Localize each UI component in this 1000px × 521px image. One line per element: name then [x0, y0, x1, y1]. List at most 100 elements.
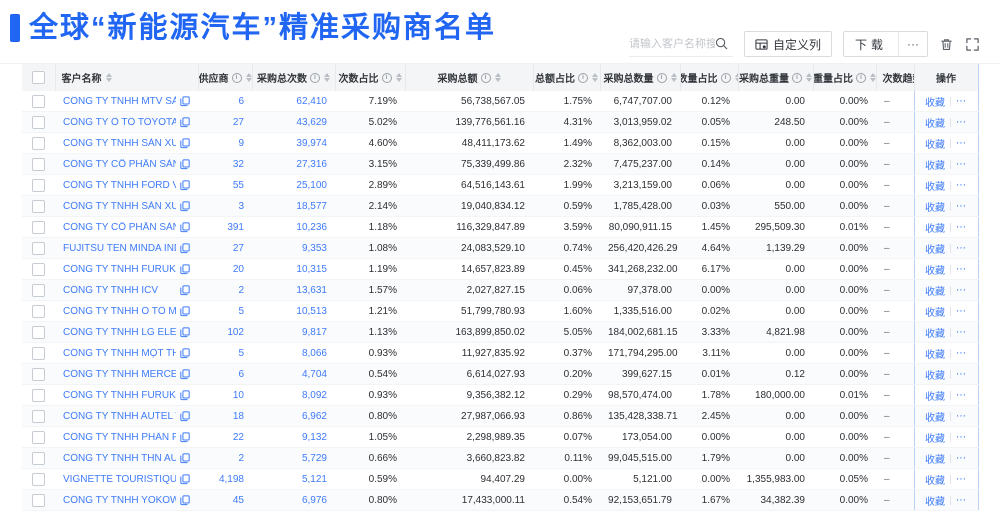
column-header-weight_pct[interactable]: 重量占比: [813, 64, 877, 91]
copy-icon[interactable]: [180, 494, 190, 506]
copy-icon[interactable]: [180, 431, 190, 443]
cell-suppliers[interactable]: 22: [198, 426, 252, 448]
favorite-button[interactable]: 收藏: [925, 244, 945, 256]
sort-icon[interactable]: [670, 73, 677, 82]
favorite-button[interactable]: 收藏: [925, 496, 945, 508]
cell-suppliers[interactable]: 4,198: [198, 468, 252, 490]
copy-icon[interactable]: [180, 368, 190, 380]
copy-icon[interactable]: [180, 221, 190, 233]
info-icon[interactable]: [231, 72, 242, 83]
company-name-link[interactable]: CÔNG TY TNHH SẢN XUẤT VÀ ...: [63, 137, 176, 149]
cell-total_count[interactable]: 5,121: [252, 468, 335, 490]
copy-icon[interactable]: [180, 263, 190, 275]
cell-suppliers[interactable]: 2: [198, 279, 252, 301]
column-header-name[interactable]: 客户名称: [55, 64, 199, 91]
favorite-button[interactable]: 收藏: [925, 307, 945, 319]
info-icon[interactable]: [381, 72, 392, 83]
more-actions-button[interactable]: ⋯: [956, 263, 967, 275]
column-header-count_pct[interactable]: 次数占比: [335, 64, 406, 91]
sort-icon[interactable]: [734, 73, 737, 82]
cell-suppliers[interactable]: 55: [198, 174, 252, 196]
cell-total_count[interactable]: 62,410: [252, 91, 335, 112]
company-name-link[interactable]: CÔNG TY TNHH FURUKAWA A...: [63, 389, 176, 401]
favorite-button[interactable]: 收藏: [925, 433, 945, 445]
column-header-total_weight[interactable]: 采购总重量: [738, 64, 814, 91]
row-checkbox[interactable]: [32, 304, 45, 318]
more-actions-button[interactable]: ⋯: [956, 179, 967, 191]
copy-icon[interactable]: [180, 410, 190, 422]
download-button[interactable]: 下载: [854, 37, 887, 52]
more-actions-button[interactable]: ⋯: [956, 95, 967, 107]
row-checkbox[interactable]: [32, 136, 45, 150]
favorite-button[interactable]: 收藏: [925, 454, 945, 466]
cell-total_count[interactable]: 5,729: [252, 447, 335, 469]
copy-icon[interactable]: [180, 347, 190, 359]
more-actions-button[interactable]: ⋯: [956, 494, 967, 506]
favorite-button[interactable]: 收藏: [925, 223, 945, 235]
cell-suppliers[interactable]: 2: [198, 447, 252, 469]
cell-suppliers[interactable]: 5: [198, 342, 252, 364]
company-name-link[interactable]: CÔNG TY Ô TÔ TOYOTA VIỆT ...: [63, 116, 176, 128]
more-actions-button[interactable]: ⋯: [956, 326, 967, 338]
favorite-button[interactable]: 收藏: [925, 328, 945, 340]
row-checkbox[interactable]: [32, 241, 45, 255]
more-actions-button[interactable]: ⋯: [956, 389, 967, 401]
custom-columns-button[interactable]: 自定义列: [743, 31, 832, 57]
trash-icon[interactable]: [939, 37, 954, 52]
favorite-button[interactable]: 收藏: [925, 286, 945, 298]
more-actions-button[interactable]: ⋯: [956, 347, 967, 359]
row-checkbox[interactable]: [32, 283, 45, 297]
cell-total_count[interactable]: 8,066: [252, 342, 335, 364]
copy-icon[interactable]: [180, 242, 190, 254]
row-checkbox[interactable]: [32, 430, 45, 444]
select-all-checkbox[interactable]: [31, 71, 45, 84]
favorite-button[interactable]: 收藏: [925, 139, 945, 151]
company-name-link[interactable]: CÔNG TY TNHH THN AUTOPAR...: [63, 452, 176, 464]
row-checkbox[interactable]: [32, 157, 45, 171]
company-name-link[interactable]: CÔNG TY TNHH FURUKAWA A...: [63, 263, 176, 275]
cell-total_count[interactable]: 4,704: [252, 363, 335, 385]
favorite-button[interactable]: 收藏: [925, 475, 945, 487]
favorite-button[interactable]: 收藏: [925, 370, 945, 382]
info-icon[interactable]: [856, 72, 866, 83]
info-icon[interactable]: [792, 72, 802, 83]
more-actions-button[interactable]: ⋯: [956, 452, 967, 464]
info-icon[interactable]: [480, 72, 491, 83]
cell-suppliers[interactable]: 9: [198, 132, 252, 154]
cell-suppliers[interactable]: 27: [198, 111, 252, 133]
company-name-link[interactable]: CÔNG TY TNHH LG ELECTRON...: [63, 326, 176, 338]
favorite-button[interactable]: 收藏: [925, 181, 945, 193]
copy-icon[interactable]: [180, 452, 190, 464]
company-name-link[interactable]: CÔNG TY TNHH SẢN XUẤT VÀ ...: [63, 200, 176, 212]
sort-icon[interactable]: [592, 73, 598, 82]
row-checkbox[interactable]: [32, 346, 45, 360]
more-actions-button[interactable]: ⋯: [956, 410, 967, 422]
copy-icon[interactable]: [180, 389, 190, 401]
favorite-button[interactable]: 收藏: [925, 97, 945, 109]
cell-total_count[interactable]: 9,817: [252, 321, 335, 343]
more-actions-button[interactable]: ⋯: [956, 431, 967, 443]
cell-total_count[interactable]: 9,353: [252, 237, 335, 259]
cell-suppliers[interactable]: 20: [198, 258, 252, 280]
favorite-button[interactable]: 收藏: [925, 118, 945, 130]
company-name-link[interactable]: CÔNG TY TNHH ICV: [63, 284, 159, 296]
more-actions-button[interactable]: ⋯: [956, 473, 967, 485]
sort-icon[interactable]: [395, 73, 402, 82]
column-header-total_amount[interactable]: 采购总额: [405, 64, 534, 91]
more-actions-button[interactable]: ⋯: [956, 158, 967, 170]
cell-suppliers[interactable]: 6: [198, 91, 252, 112]
cell-total_count[interactable]: 9,132: [252, 426, 335, 448]
more-actions-button[interactable]: ⋯: [956, 368, 967, 380]
copy-icon[interactable]: [180, 95, 190, 107]
row-checkbox[interactable]: [32, 115, 45, 129]
favorite-button[interactable]: 收藏: [925, 391, 945, 403]
column-header-qty_pct[interactable]: 数量占比: [680, 64, 739, 91]
column-header-total_count[interactable]: 采购总次数: [252, 64, 336, 91]
copy-icon[interactable]: [180, 284, 190, 296]
favorite-button[interactable]: 收藏: [925, 160, 945, 172]
more-actions-button[interactable]: ⋯: [956, 305, 967, 317]
cell-suppliers[interactable]: 391: [198, 216, 252, 238]
company-name-link[interactable]: CÔNG TY TNHH MỘT THÀNH V...: [63, 347, 176, 359]
row-checkbox[interactable]: [32, 367, 45, 381]
favorite-button[interactable]: 收藏: [925, 349, 945, 361]
